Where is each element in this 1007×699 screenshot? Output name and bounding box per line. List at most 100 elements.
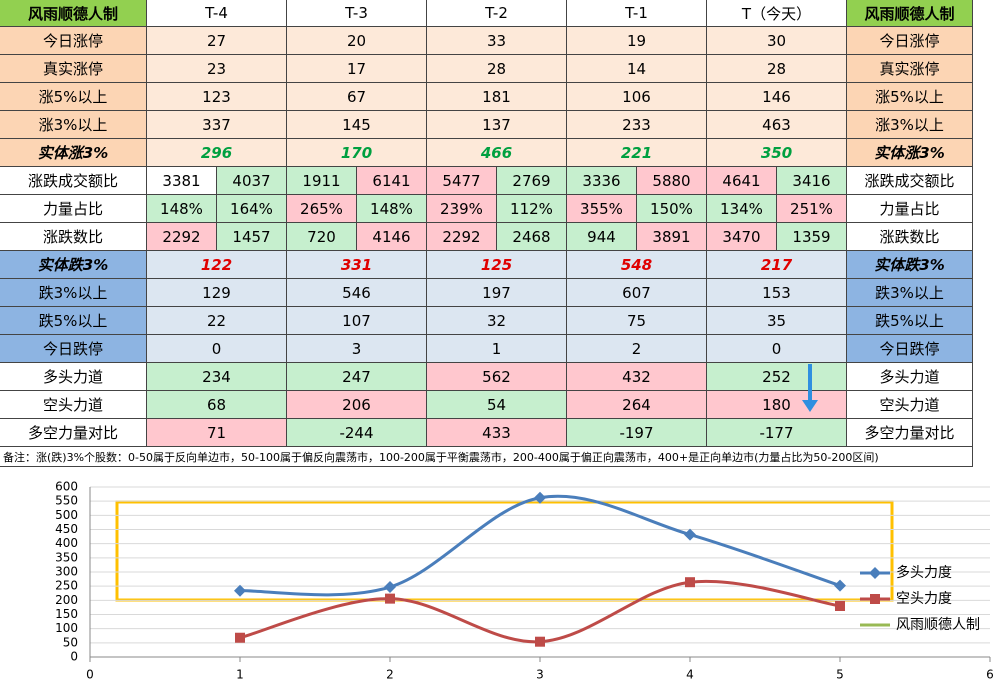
cell: 181 [427, 83, 567, 111]
cell: 129 [147, 279, 287, 307]
cell: 4146 [357, 223, 427, 251]
cell: 3470 [707, 223, 777, 251]
y-tick-label: 350 [55, 550, 78, 564]
cell: 463 [707, 111, 847, 139]
row-label: 涨跌成交额比 [0, 167, 147, 195]
legend-marker [869, 567, 881, 579]
cell: 296 [147, 139, 287, 167]
marker [384, 581, 396, 594]
cell: 433 [427, 419, 567, 447]
y-tick-label: 450 [55, 522, 78, 536]
x-tick-label: 2 [386, 668, 394, 682]
row-label: 涨跌数比 [0, 223, 147, 251]
row-label: 跌3%以上 [0, 279, 147, 307]
series-line [239, 579, 841, 644]
cell: 720 [287, 223, 357, 251]
cell: 4641 [707, 167, 777, 195]
row-label: 涨跌成交额比 [847, 167, 973, 195]
cell: 164% [217, 195, 287, 223]
cell: 6141 [357, 167, 427, 195]
cell: 2769 [497, 167, 567, 195]
cell: 32 [427, 307, 567, 335]
row-label: 真实涨停 [0, 55, 147, 83]
y-tick-label: 200 [55, 593, 78, 607]
cell: 30 [707, 27, 847, 55]
cell: 148% [147, 195, 217, 223]
cell: 19 [567, 27, 707, 55]
cell: 251% [777, 195, 847, 223]
cell: 1359 [777, 223, 847, 251]
cell: 265% [287, 195, 357, 223]
marker [534, 491, 546, 504]
cell: 221 [567, 139, 707, 167]
cell: 4037 [217, 167, 287, 195]
cell: 106 [567, 83, 707, 111]
cell: 22 [147, 307, 287, 335]
cell: 546 [287, 279, 427, 307]
cell: 197 [427, 279, 567, 307]
cell: 14 [567, 55, 707, 83]
marker [385, 593, 395, 604]
x-tick-label: 1 [236, 668, 244, 682]
cell: 217 [707, 251, 847, 279]
cell: 107 [287, 307, 427, 335]
cell: 68 [147, 391, 287, 419]
cell: 234 [147, 363, 287, 391]
series-line [239, 494, 841, 597]
cell: 264 [567, 391, 707, 419]
table: 风雨顺德人制 T-4 T-3 T-2 T-1 T（今天） 风雨顺德人制 今日涨停 27 20 33 1… [0, 0, 973, 467]
cell: 3 [287, 335, 427, 363]
cell: 67 [287, 83, 427, 111]
y-tick-label: 300 [55, 565, 78, 579]
legend-marker [870, 594, 880, 604]
cell: 71 [147, 419, 287, 447]
y-tick-label: 500 [55, 508, 78, 522]
cell: 28 [707, 55, 847, 83]
cell: 0 [707, 335, 847, 363]
cell: 607 [567, 279, 707, 307]
legend-label: 空头力度 [896, 591, 952, 607]
row-label: 多空力量对比 [0, 419, 147, 447]
cell: 239% [427, 195, 497, 223]
cell: 3891 [637, 223, 707, 251]
x-tick-label: 5 [836, 668, 844, 682]
row-label: 力量占比 [0, 195, 147, 223]
row-label: 实体涨3% [847, 139, 973, 167]
cell: 355% [567, 195, 637, 223]
cell: 2292 [427, 223, 497, 251]
marker [835, 601, 845, 611]
y-tick-label: 0 [70, 650, 78, 664]
cell: 75 [567, 307, 707, 335]
row-label: 涨3%以上 [847, 111, 973, 139]
cell: 1457 [217, 223, 287, 251]
row-label: 涨5%以上 [847, 83, 973, 111]
cell: 5880 [637, 167, 707, 195]
cell: 1 [427, 335, 567, 363]
cell: 35 [707, 307, 847, 335]
cell: 137 [427, 111, 567, 139]
row-label: 多头力道 [847, 363, 973, 391]
row-label: 涨5%以上 [0, 83, 147, 111]
row-label: 真实涨停 [847, 55, 973, 83]
marker [235, 632, 245, 643]
cell: 562 [427, 363, 567, 391]
cell: 180 [707, 391, 847, 419]
row-label: 实体跌3% [847, 251, 973, 279]
row-label: 实体涨3% [0, 139, 147, 167]
cell: 33 [427, 27, 567, 55]
cell: 1911 [287, 167, 357, 195]
header-cell: T-1 [567, 0, 707, 27]
header-cell: 风雨顺德人制 [847, 0, 973, 27]
row-label: 跌5%以上 [847, 307, 973, 335]
cell: 944 [567, 223, 637, 251]
cell: 146 [707, 83, 847, 111]
cell: 3381 [147, 167, 217, 195]
legend-label: 多头力度 [896, 564, 952, 581]
arrow [802, 364, 818, 412]
header-cell: T-2 [427, 0, 567, 27]
cell: 3336 [567, 167, 637, 195]
row-label: 今日涨停 [0, 27, 147, 55]
cell: 150% [637, 195, 707, 223]
